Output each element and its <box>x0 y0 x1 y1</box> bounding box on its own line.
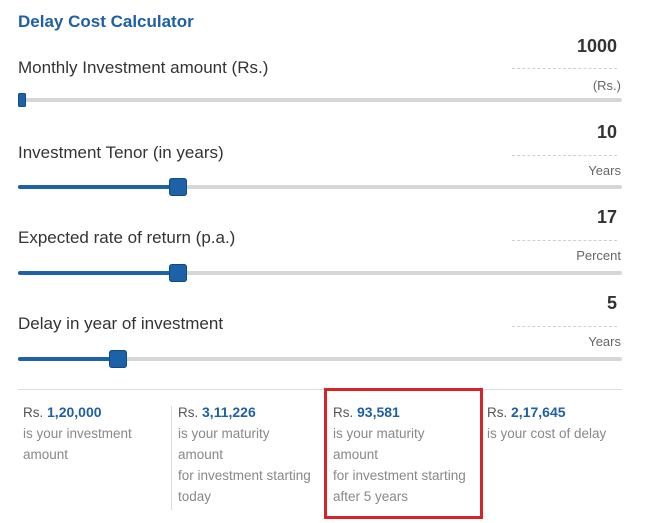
expected-return-slider-fill <box>18 271 179 275</box>
result-text-line: is your maturity <box>178 426 270 441</box>
delay-years-value[interactable]: 5 <box>606 293 617 313</box>
result-maturity-today: Rs. 3,11,226 is your maturity amount for… <box>178 402 311 507</box>
delay-years-label: Delay in year of investment <box>18 314 224 333</box>
result-text-line: is your investment <box>23 426 132 441</box>
investment-tenor-unit: Years <box>588 163 621 178</box>
monthly-investment-value-underline <box>512 68 617 69</box>
result-cost-of-delay: Rs. 2,17,645 is your cost of delay <box>487 402 606 444</box>
expected-return-label: Expected rate of return (p.a.) <box>18 228 236 247</box>
investment-tenor-value[interactable]: 10 <box>596 122 617 142</box>
delay-years-unit: Years <box>588 334 621 349</box>
result-text-line: amount <box>333 447 379 462</box>
result-amount: 93,581 <box>357 404 400 420</box>
result-text-line: for investment starting <box>333 468 466 483</box>
investment-tenor-slider-handle[interactable] <box>169 178 188 196</box>
result-text-line: is your cost of delay <box>487 426 607 441</box>
results-divider <box>18 389 622 390</box>
result-text-line: for investment starting <box>178 468 311 483</box>
monthly-investment-slider-handle[interactable] <box>18 93 27 107</box>
result-amount: 2,17,645 <box>511 404 566 420</box>
delay-years-value-underline <box>512 326 617 327</box>
result-currency: Rs. <box>487 405 508 420</box>
result-separator <box>171 406 172 510</box>
highlight-box <box>324 388 483 519</box>
expected-return-slider-handle[interactable] <box>169 264 188 282</box>
investment-tenor-slider-fill <box>18 185 179 189</box>
expected-return-unit: Percent <box>576 248 621 263</box>
monthly-investment-slider[interactable] <box>18 93 622 107</box>
result-text-line: is your maturity <box>333 426 425 441</box>
delay-years-slider-fill <box>18 357 118 361</box>
result-investment-amount: Rs. 1,20,000 is your investment amount <box>23 402 132 465</box>
result-maturity-delayed: Rs. 93,581 is your maturity amount for i… <box>333 402 466 507</box>
delay-years-slider[interactable] <box>18 350 622 368</box>
investment-tenor-label: Investment Tenor (in years) <box>18 143 224 162</box>
delay-years-slider-handle[interactable] <box>108 350 127 368</box>
monthly-investment-label: Monthly Investment amount (Rs.) <box>18 58 269 77</box>
result-currency: Rs. <box>333 405 354 420</box>
result-text-line: amount <box>178 447 224 462</box>
expected-return-value[interactable]: 17 <box>596 207 617 227</box>
calculator-title: Delay Cost Calculator <box>18 12 194 31</box>
expected-return-slider[interactable] <box>18 264 622 282</box>
result-text-line: amount <box>23 447 69 462</box>
investment-tenor-slider[interactable] <box>18 178 622 196</box>
result-currency: Rs. <box>178 405 199 420</box>
result-amount: 1,20,000 <box>47 404 102 420</box>
monthly-investment-value[interactable]: 1000 <box>576 36 617 56</box>
result-currency: Rs. <box>23 405 44 420</box>
monthly-investment-unit: (Rs.) <box>592 78 621 93</box>
result-amount: 3,11,226 <box>202 404 256 420</box>
result-text-line: after 5 years <box>333 489 409 504</box>
investment-tenor-value-underline <box>512 155 617 156</box>
expected-return-value-underline <box>512 240 617 241</box>
result-text-line: today <box>178 489 212 504</box>
